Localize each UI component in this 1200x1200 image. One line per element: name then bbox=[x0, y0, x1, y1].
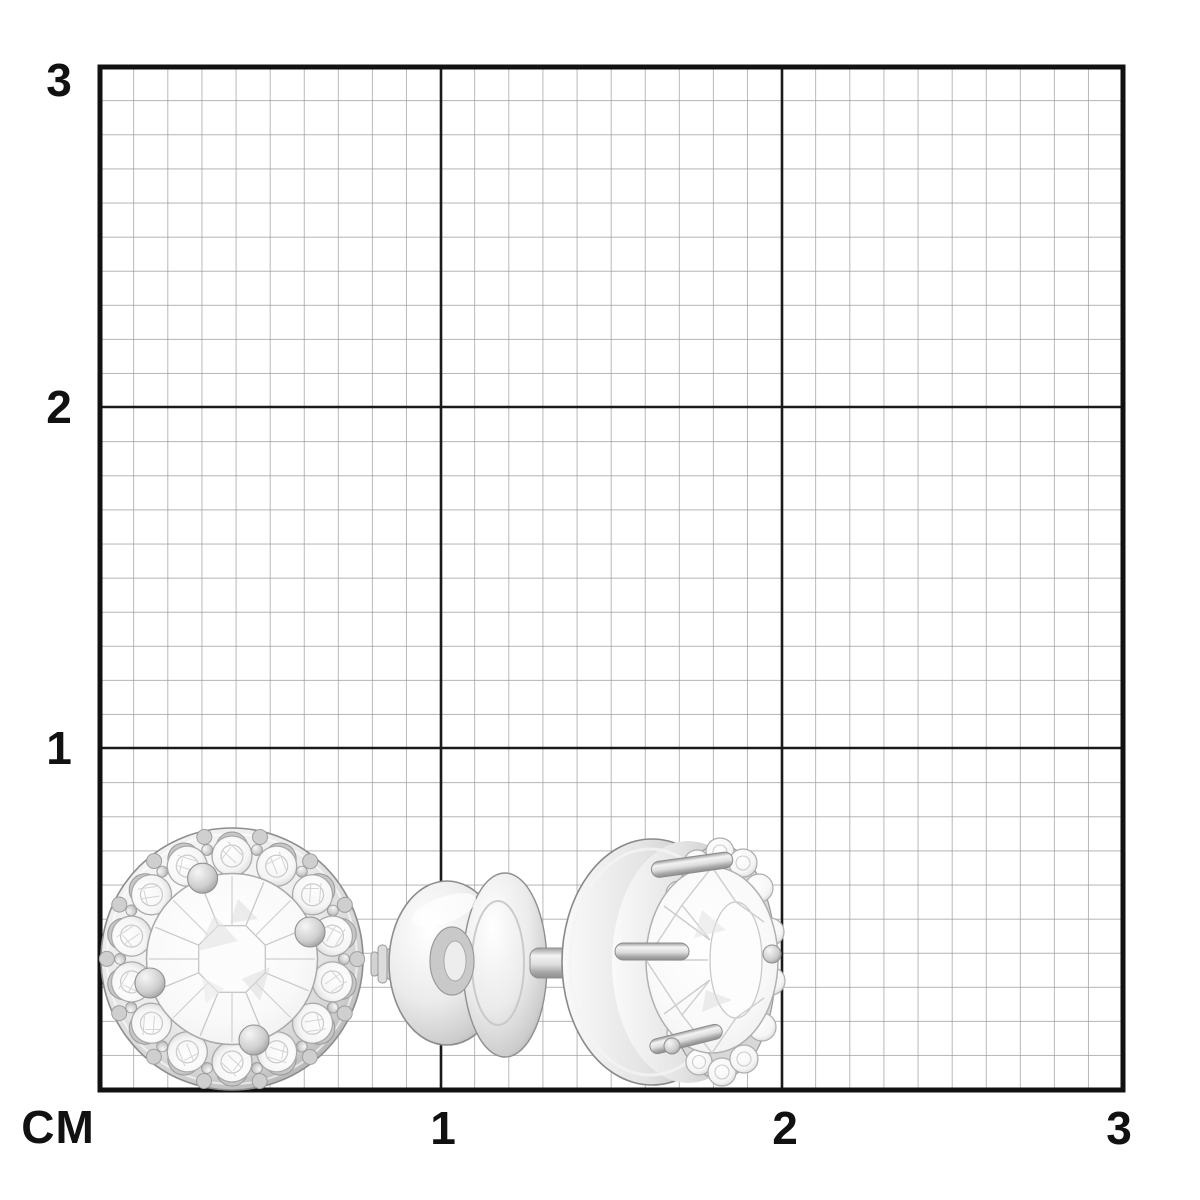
x-axis-label-2: 2 bbox=[772, 1102, 798, 1154]
grid-border bbox=[97, 64, 1126, 1093]
y-axis-label-3: 3 bbox=[46, 54, 72, 106]
center-diamond bbox=[145, 872, 319, 1046]
side-view-diamond bbox=[645, 866, 779, 1054]
stud-earring-front-view bbox=[97, 826, 367, 1092]
x-axis-label-3: 3 bbox=[1106, 1102, 1132, 1154]
center-prongs bbox=[134, 862, 326, 1056]
x-axis-label-1: 1 bbox=[430, 1102, 456, 1154]
stud-earring-side-view bbox=[370, 837, 786, 1087]
y-axis-label-1: 1 bbox=[46, 722, 72, 774]
screw-back-clasp bbox=[388, 872, 548, 1058]
y-axis-label-2: 2 bbox=[46, 381, 72, 433]
major-gridlines bbox=[100, 67, 1123, 1090]
head-prong-claws bbox=[614, 851, 782, 1055]
unit-label-cm: CM bbox=[21, 1101, 95, 1153]
